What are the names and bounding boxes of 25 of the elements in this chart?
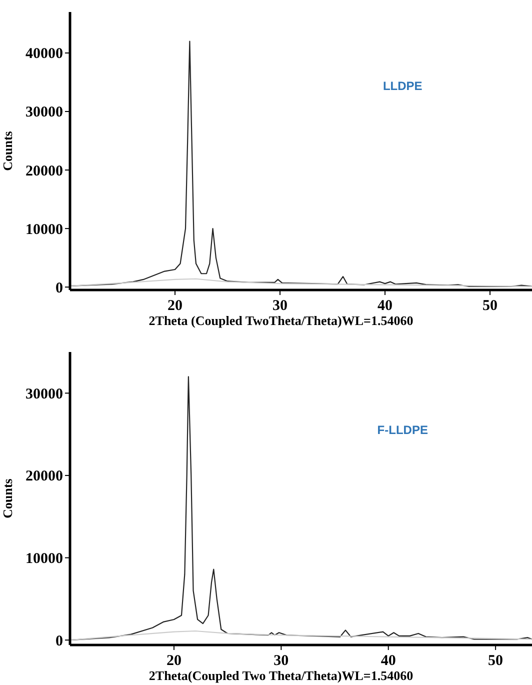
- x-tick-label: 50: [482, 298, 498, 314]
- annotation: LLDPE: [382, 78, 422, 93]
- y-tick-label: 30000: [26, 104, 63, 121]
- y-tick-label: 10000: [26, 222, 63, 238]
- x-tick-label: 20: [168, 298, 182, 314]
- x-tick-label: 50: [488, 653, 504, 669]
- x-tick-label: 40: [378, 298, 392, 314]
- x-tick-label: 30: [274, 653, 289, 669]
- line-series: [69, 630, 532, 641]
- y-tick-label: 0: [56, 633, 63, 650]
- x-tick-label: 20: [166, 653, 182, 669]
- x-axis-title: 2Theta(Coupled Two Theta/Theta)WL=1.54060: [148, 668, 414, 683]
- x-axis-title: 2Theta (Coupled TwoTheta/Theta)WL=1.54060: [148, 313, 414, 328]
- annotation: F-LLDPE: [377, 423, 428, 438]
- x-tick-label: 30: [272, 298, 288, 314]
- y-tick-label: 40000: [26, 46, 63, 62]
- y-tick-label: 20000: [26, 468, 63, 485]
- y-axis-title: Counts: [0, 131, 15, 171]
- y-tick-label: 30000: [26, 386, 63, 402]
- y-axis-title: Counts: [0, 478, 15, 518]
- y-tick-label: 20000: [26, 163, 63, 180]
- y-tick-label: 0: [56, 280, 63, 296]
- x-tick-label: 40: [380, 653, 396, 669]
- y-tick-label: 10000: [26, 551, 63, 568]
- line-series: [69, 278, 532, 288]
